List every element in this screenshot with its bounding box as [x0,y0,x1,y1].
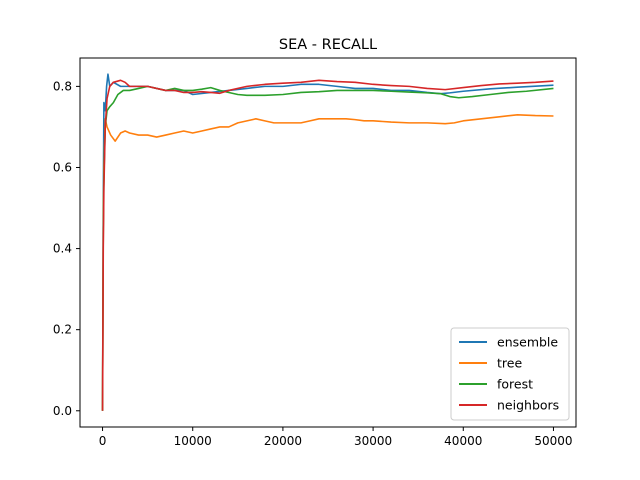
x-tick-label: 20000 [264,434,302,448]
legend-label-tree: tree [497,356,522,371]
series-line-forest [101,85,554,411]
series-layer [101,73,554,411]
legend-label-ensemble: ensemble [497,335,558,350]
series-line-tree [101,113,554,411]
y-tick-label: 0.6 [53,160,72,174]
x-tick-label: 40000 [444,434,482,448]
legend-box [450,327,570,421]
y-tick-label: 0.4 [53,242,72,256]
y-tick-label: 0.0 [53,404,72,418]
x-tick-label: 30000 [354,434,392,448]
chart-title: SEA - RECALL [279,37,377,53]
x-tick-label: 50000 [534,434,572,448]
legend: ensemble tree forest neighbors [450,327,570,421]
axes-frame [79,57,577,428]
legend-label-neighbors: neighbors [497,398,559,413]
x-tick-label: 0 [99,434,107,448]
x-tick-label: 10000 [174,434,212,448]
series-line-neighbors [101,79,554,411]
y-tick-label: 0.8 [53,79,72,93]
legend-label-forest: forest [497,377,533,392]
axes-layer: 0 10000 20000 30000 40000 50000 0.0 0.2 0.4 0.6 0.… [53,57,577,448]
y-tick-label: 0.2 [53,323,72,337]
